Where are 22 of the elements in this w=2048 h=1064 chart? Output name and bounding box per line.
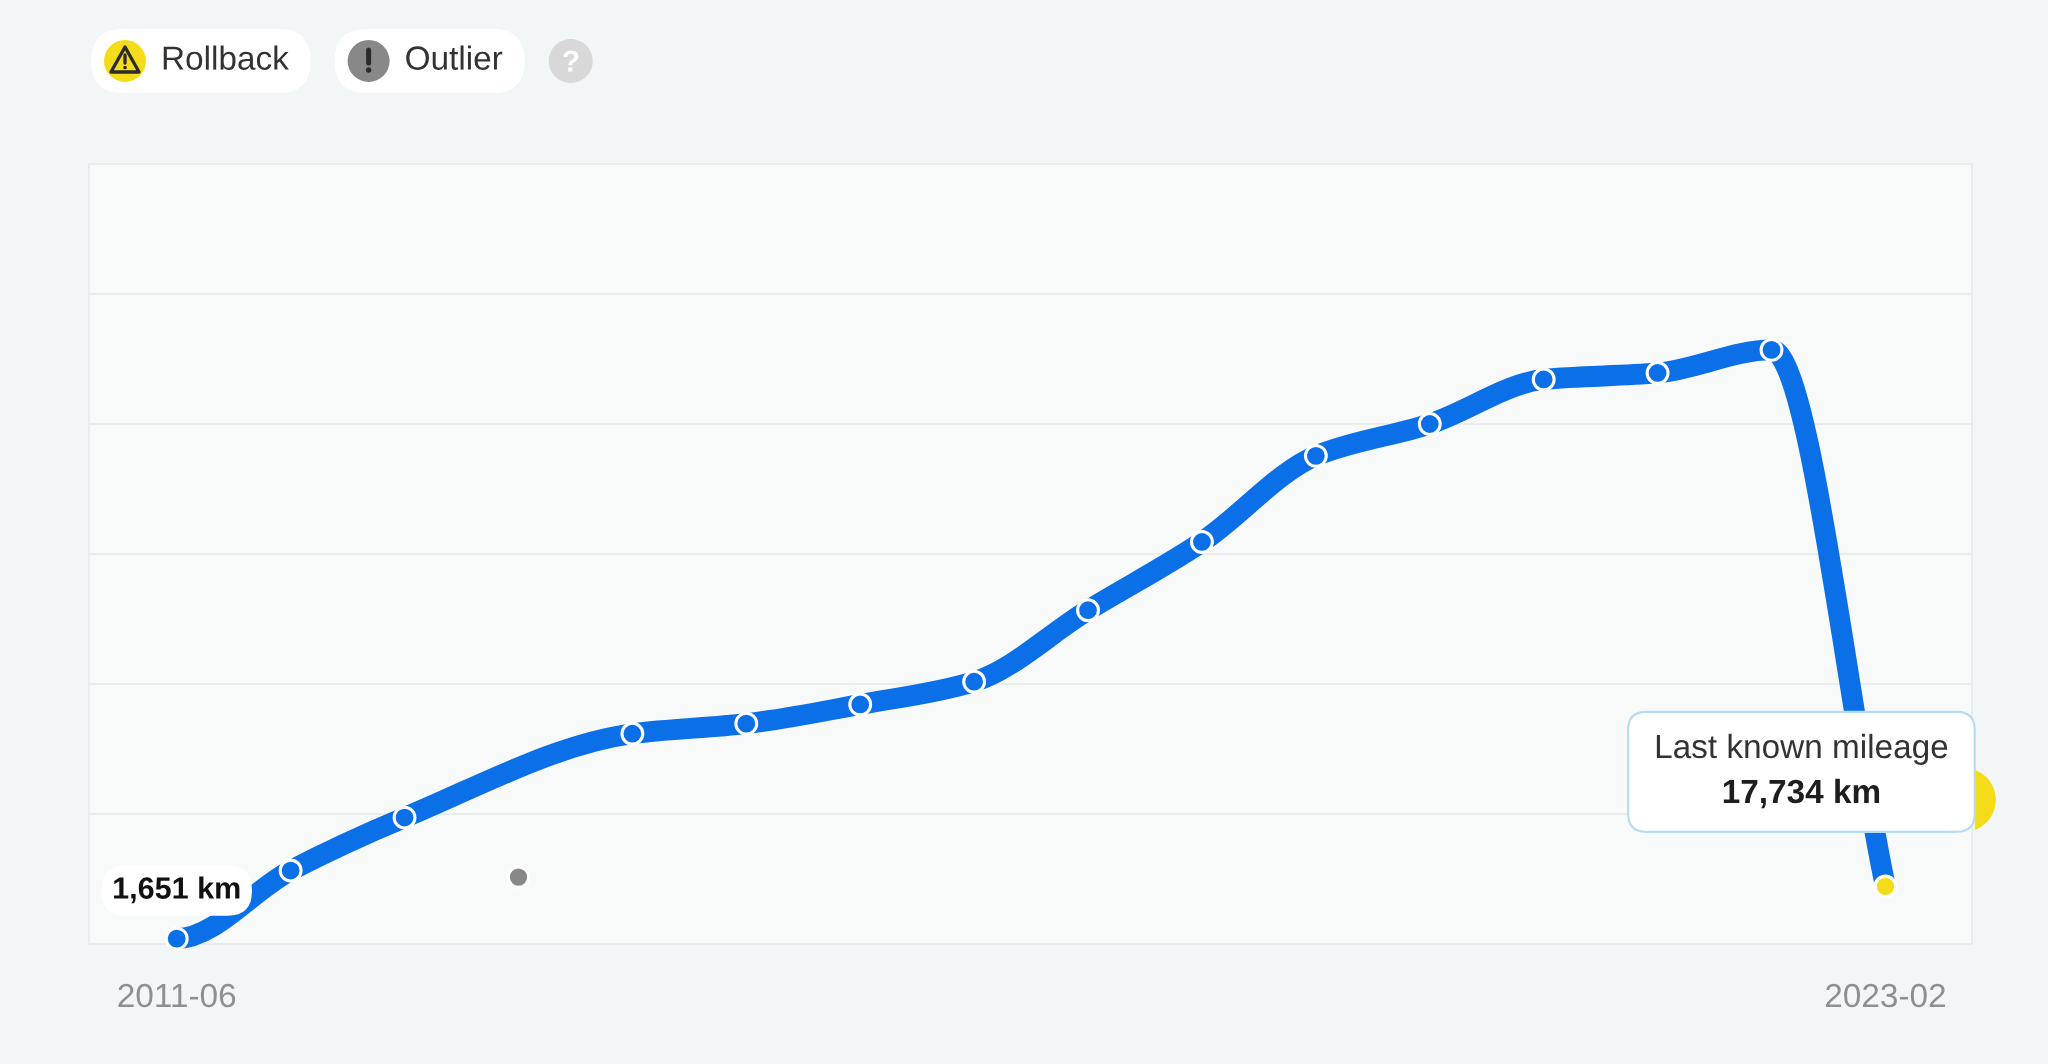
point	[1417, 412, 1442, 436]
point	[1645, 361, 1670, 385]
point	[1531, 367, 1556, 392]
point	[164, 926, 189, 951]
legend-label: Rollback	[163, 45, 289, 70]
point	[1189, 530, 1214, 554]
point	[620, 721, 645, 746]
point	[734, 711, 759, 736]
x-tick-label: 2011-06	[118, 983, 236, 1008]
legend-label: Outlier	[406, 45, 503, 70]
point	[392, 805, 417, 830]
data-label: 1,651 km	[114, 876, 240, 904]
data-label: 17,734 km	[1723, 778, 1880, 809]
point	[278, 858, 303, 883]
point	[962, 669, 987, 694]
point	[1759, 337, 1784, 362]
point	[1303, 443, 1328, 468]
point	[507, 865, 530, 889]
point	[1076, 598, 1100, 623]
point	[848, 692, 873, 717]
annotation: Last known mileage	[1656, 733, 1948, 765]
x-tick-label: 2023-02	[1825, 983, 1945, 1008]
